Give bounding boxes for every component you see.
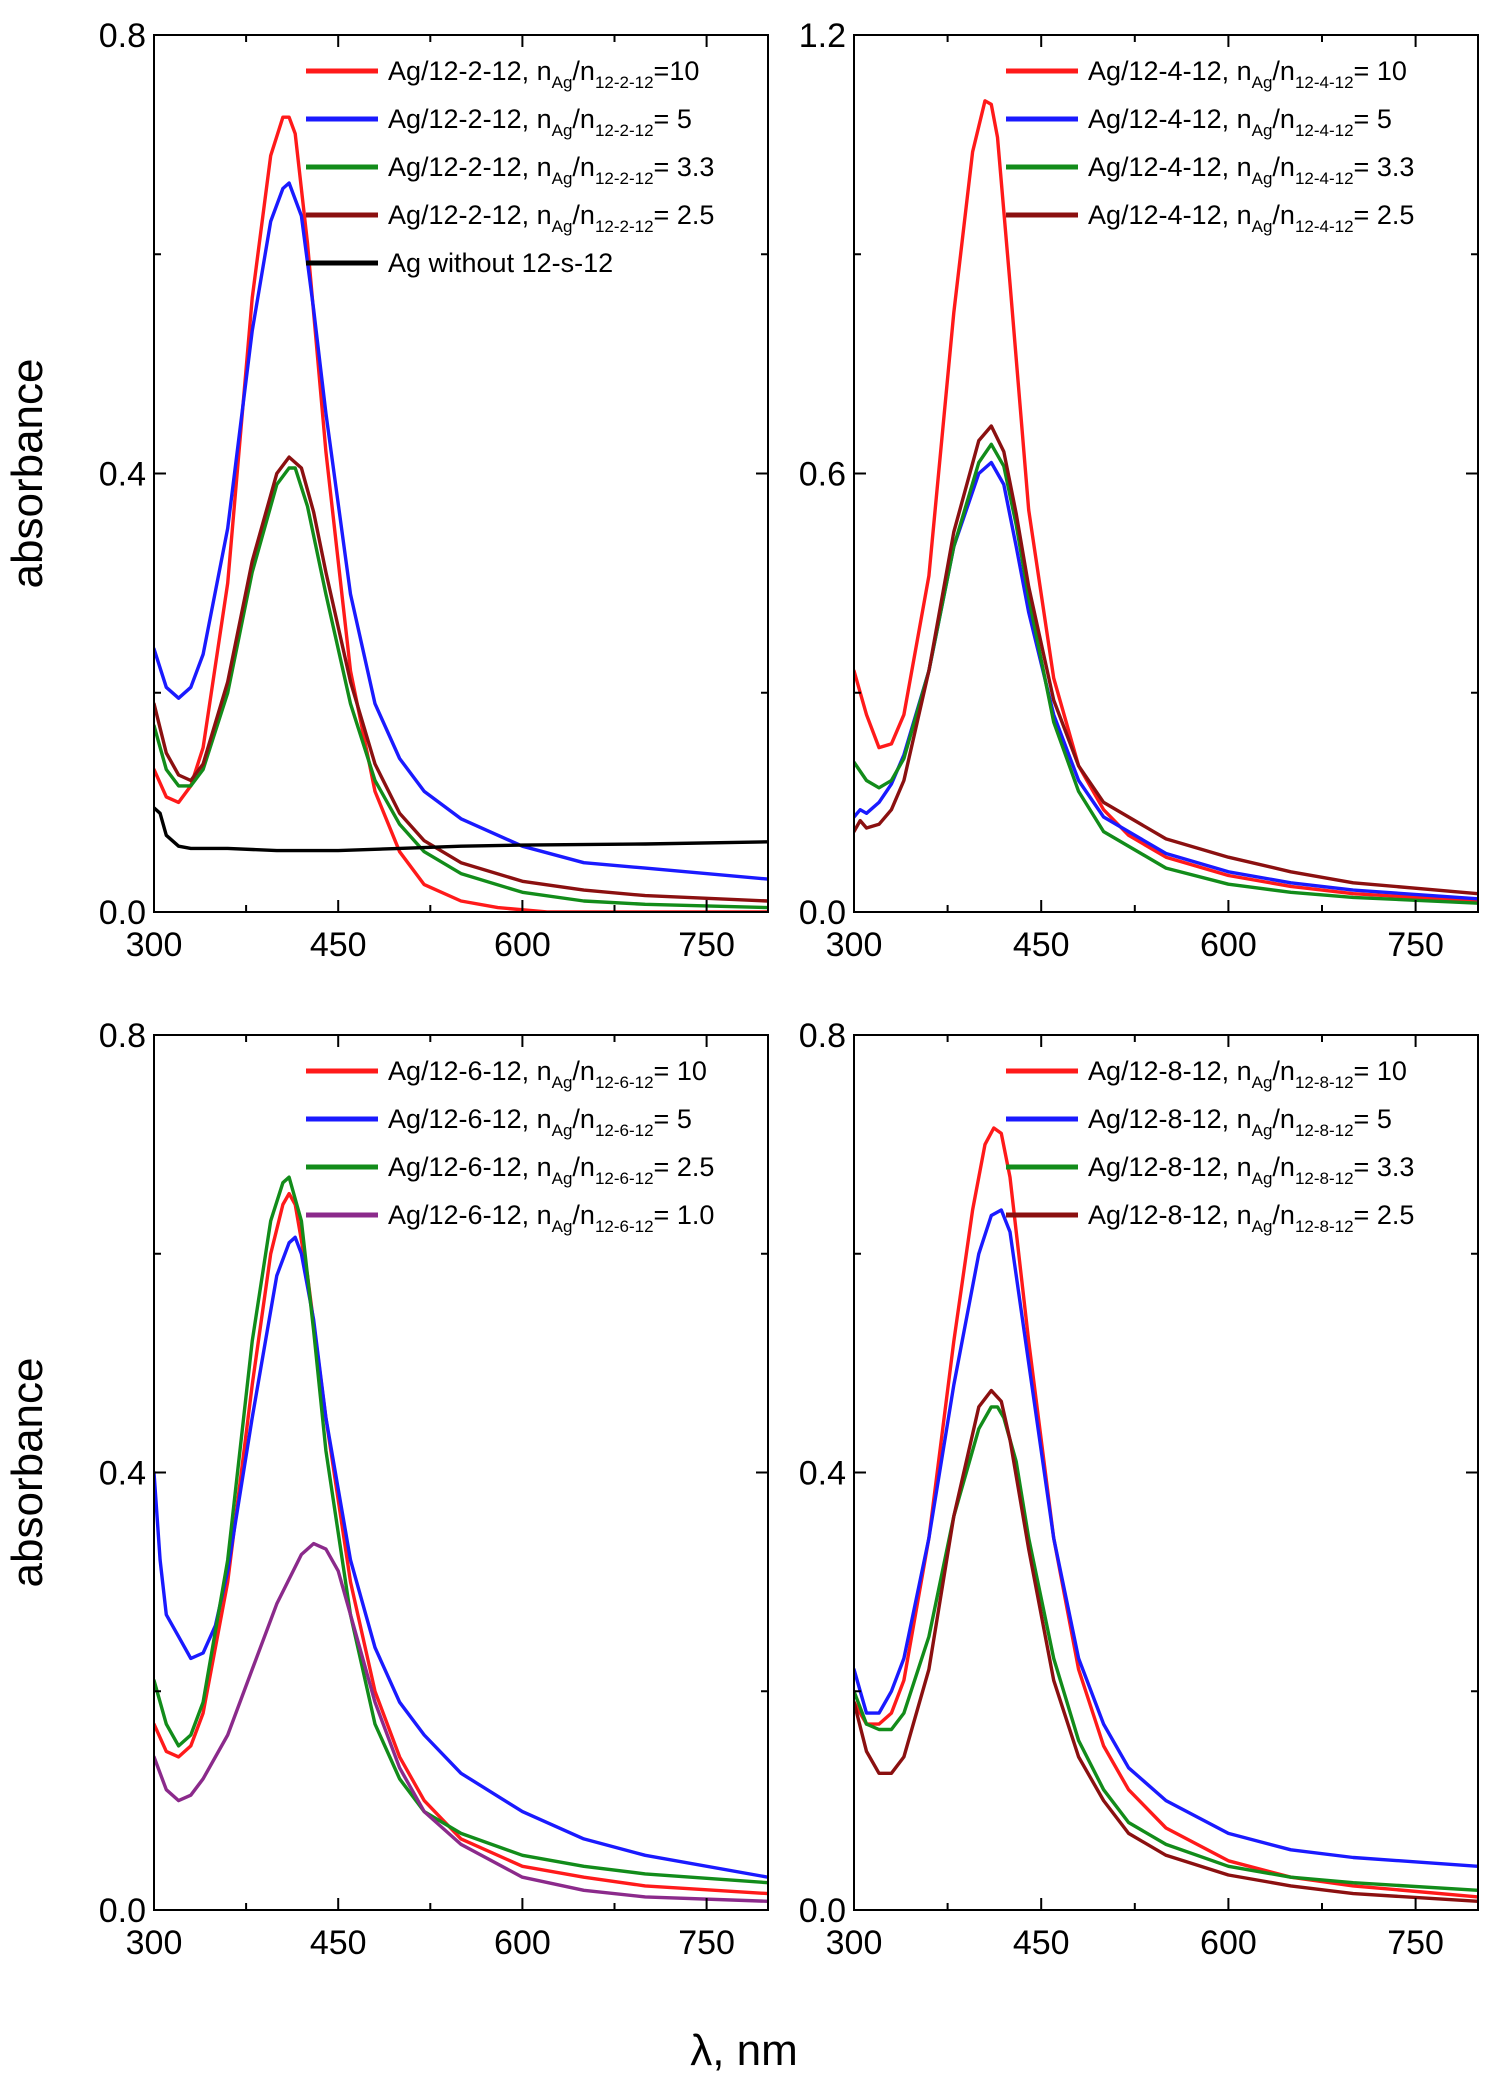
series-line-1 bbox=[154, 115, 768, 912]
panel-bottom-right: 300 450 600 750 0.0 0.4 0.8 Ag/12-8-12, nAg/n12… bbox=[799, 1017, 1479, 1962]
legend-label-4: Ag/12-4-12, nAg/n12-4-12= 2.5 bbox=[1088, 200, 1414, 236]
legend-label-2: Ag/12-4-12, nAg/n12-4-12= 5 bbox=[1088, 104, 1392, 140]
x-tick-label: 450 bbox=[1013, 1924, 1070, 1962]
series-line-4 bbox=[854, 424, 1478, 896]
y-tick-label: 0.6 bbox=[799, 456, 846, 494]
legend-label-3: Ag/12-6-12, nAg/n12-6-12= 2.5 bbox=[388, 1152, 714, 1188]
series-line-3 bbox=[154, 1175, 768, 1885]
x-tick-label: 600 bbox=[494, 926, 551, 964]
series-line-4 bbox=[154, 1541, 768, 1903]
series-line-1 bbox=[154, 1191, 768, 1896]
legend-label-1: Ag/12-2-12, nAg/n12-2-12=10 bbox=[388, 56, 699, 92]
series-line-2 bbox=[854, 1208, 1478, 1868]
series-line-3 bbox=[154, 466, 768, 910]
y-tick-label: 1.2 bbox=[799, 17, 846, 55]
y-tick-label: 0.4 bbox=[99, 1455, 146, 1493]
x-tick-label: 750 bbox=[1387, 926, 1444, 964]
x-tick-label: 300 bbox=[826, 926, 883, 964]
legend-label-2: Ag/12-6-12, nAg/n12-6-12= 5 bbox=[388, 1104, 692, 1140]
y-tick-label: 0.8 bbox=[99, 17, 146, 55]
panel-top-right: 300 450 600 750 0.0 0.6 1.2 Ag/12-4-12, nAg/n12… bbox=[799, 17, 1479, 964]
series-group bbox=[854, 99, 1478, 905]
y-tick-label: 0.0 bbox=[799, 894, 846, 932]
y-tick-label: 0.4 bbox=[99, 456, 146, 494]
y-axis-label: absorbance bbox=[3, 1358, 52, 1588]
y-tick-label: 0.0 bbox=[99, 894, 146, 932]
series-line-2 bbox=[154, 1235, 768, 1879]
x-tick-label: 750 bbox=[1387, 1924, 1444, 1962]
series-line-3 bbox=[854, 1405, 1478, 1892]
series-group bbox=[154, 1175, 768, 1903]
y-tick-label: 0.8 bbox=[799, 1017, 846, 1055]
series-line-1 bbox=[854, 99, 1478, 903]
series-line-2 bbox=[854, 460, 1478, 901]
legend-label-1: Ag/12-8-12, nAg/n12-8-12= 10 bbox=[1088, 1056, 1407, 1092]
series-group bbox=[854, 1126, 1478, 1903]
legend-label-3: Ag/12-8-12, nAg/n12-8-12= 3.3 bbox=[1088, 1152, 1414, 1188]
legend-label-2: Ag/12-2-12, nAg/n12-2-12= 5 bbox=[388, 104, 692, 140]
series-line-1 bbox=[854, 1126, 1478, 1899]
legend-label-4: Ag/12-2-12, nAg/n12-2-12= 2.5 bbox=[388, 200, 714, 236]
panel-top-left: 300 450 600 750 0.0 0.4 0.8 absorbance Ag/12-2-1… bbox=[3, 17, 769, 964]
legend-label-4: Ag/12-6-12, nAg/n12-6-12= 1.0 bbox=[388, 1200, 714, 1236]
y-tick-label: 0.0 bbox=[799, 1892, 846, 1930]
x-tick-label: 450 bbox=[1013, 926, 1070, 964]
series-line-3 bbox=[854, 442, 1478, 905]
legend-label-3: Ag/12-4-12, nAg/n12-4-12= 3.3 bbox=[1088, 152, 1414, 188]
x-tick-label: 300 bbox=[826, 1924, 883, 1962]
x-tick-label: 300 bbox=[126, 1924, 183, 1962]
legend-label-2: Ag/12-8-12, nAg/n12-8-12= 5 bbox=[1088, 1104, 1392, 1140]
x-tick-label: 450 bbox=[310, 926, 367, 964]
legend-label-4: Ag/12-8-12, nAg/n12-8-12= 2.5 bbox=[1088, 1200, 1414, 1236]
y-axis-label: absorbance bbox=[3, 359, 52, 589]
legend-label-3: Ag/12-2-12, nAg/n12-2-12= 3.3 bbox=[388, 152, 714, 188]
x-tick-label: 450 bbox=[310, 1924, 367, 1962]
series-line-5 bbox=[154, 806, 768, 853]
series-line-4 bbox=[854, 1388, 1478, 1903]
series-line-4 bbox=[154, 455, 768, 903]
series-group bbox=[154, 115, 768, 912]
legend-label-5: Ag without 12-s-12 bbox=[388, 248, 613, 278]
x-tick-label: 600 bbox=[1200, 926, 1257, 964]
x-tick-label: 300 bbox=[126, 926, 183, 964]
x-tick-label: 750 bbox=[678, 1924, 735, 1962]
shared-x-axis-label: λ, nm bbox=[690, 2026, 798, 2075]
y-tick-label: 0.4 bbox=[799, 1455, 846, 1493]
y-tick-label: 0.0 bbox=[99, 1892, 146, 1930]
x-tick-label: 600 bbox=[494, 1924, 551, 1962]
panel-bottom-left: 300 450 600 750 0.0 0.4 0.8 absorbance Ag/12-6-1… bbox=[3, 1017, 769, 1962]
x-tick-label: 750 bbox=[678, 926, 735, 964]
legend-label-1: Ag/12-4-12, nAg/n12-4-12= 10 bbox=[1088, 56, 1407, 92]
x-tick-label: 600 bbox=[1200, 1924, 1257, 1962]
y-tick-label: 0.8 bbox=[99, 1017, 146, 1055]
legend-label-1: Ag/12-6-12, nAg/n12-6-12= 10 bbox=[388, 1056, 707, 1092]
series-line-2 bbox=[154, 181, 768, 881]
